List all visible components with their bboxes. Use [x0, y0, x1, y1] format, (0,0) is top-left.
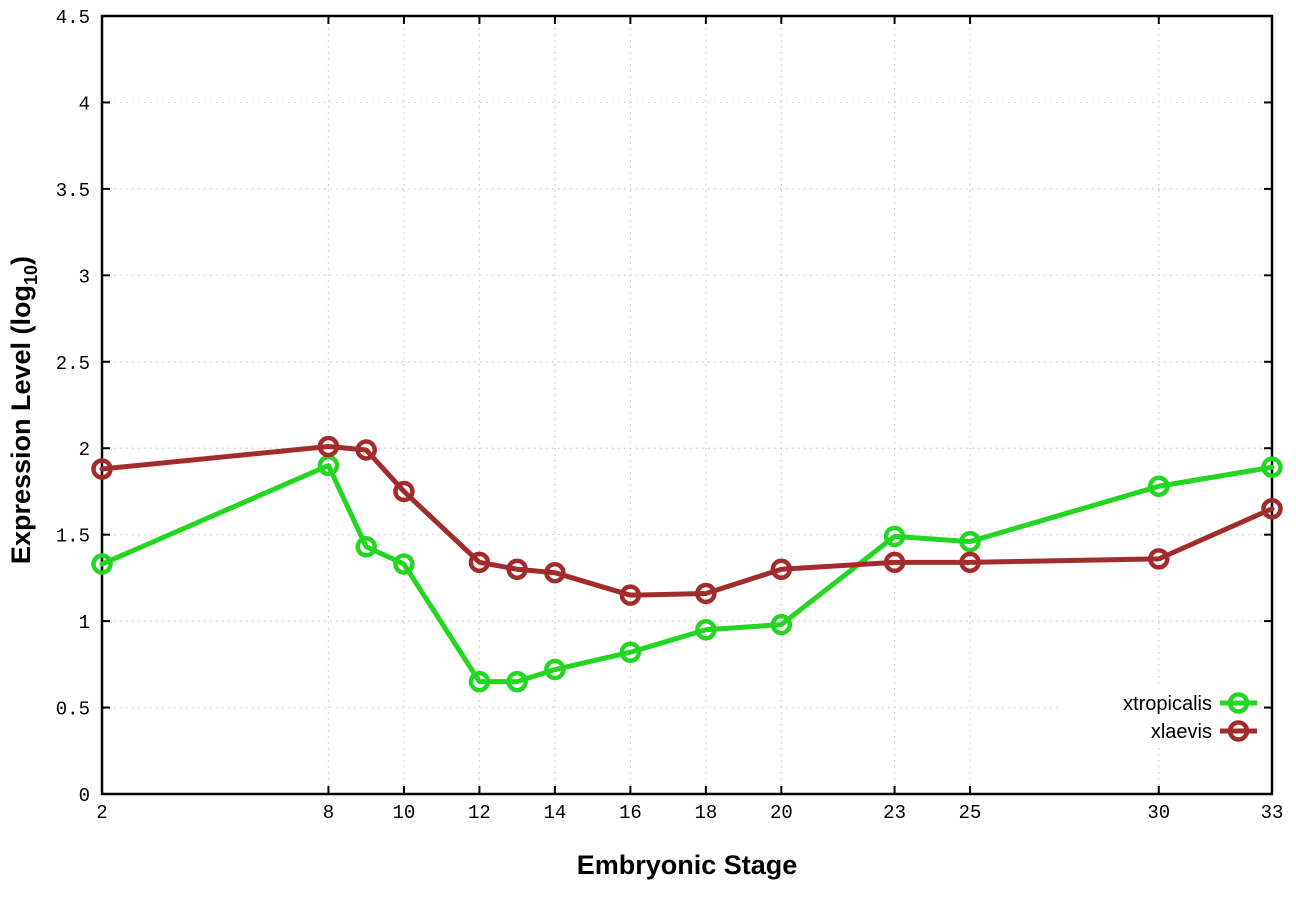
- data-point-xlaevis: [695, 582, 717, 605]
- data-point-xlaevis: [355, 439, 377, 461]
- x-tick-label: 33: [1261, 802, 1284, 824]
- x-tick-label: 8: [323, 802, 334, 824]
- data-point-xlaevis: [883, 551, 906, 574]
- legend-label-xlaevis: xlaevis: [1151, 721, 1212, 743]
- data-point-xtropicalis: [506, 670, 528, 693]
- y-tick-label: 3.5: [56, 180, 90, 202]
- y-tick-label: 4: [79, 93, 90, 115]
- tick-labels: 0 0.5 1 1.5 2 2.5 3 3.5 4 4.5 2 8 10 12 14 16 18 20 23 25 30…: [56, 7, 1284, 824]
- legend-marker-xlaevis: [1227, 720, 1250, 742]
- x-tick-label: 20: [770, 802, 793, 824]
- y-axis-label: Expression Level (log10): [6, 256, 41, 564]
- data-point-xtropicalis: [959, 530, 981, 553]
- data-point-xlaevis: [91, 458, 113, 480]
- x-tick-label: 25: [959, 802, 982, 824]
- data-point-xtropicalis: [883, 525, 906, 548]
- y-tick-label: 1.5: [56, 526, 90, 548]
- data-point-xtropicalis: [770, 613, 793, 636]
- x-tick-label: 12: [468, 802, 491, 824]
- data-point-xtropicalis: [695, 619, 717, 641]
- data-point-xtropicalis: [468, 670, 491, 693]
- data-point-xlaevis: [1261, 497, 1283, 520]
- data-point-xlaevis: [770, 558, 793, 580]
- legend-marker-xtropicalis: [1227, 692, 1250, 714]
- data-point-xlaevis: [393, 480, 415, 503]
- x-tick-label: 14: [543, 802, 566, 824]
- legend-label-xtropicalis: xtropicalis: [1123, 693, 1212, 715]
- y-tick-label: 0.5: [56, 699, 90, 721]
- data-point-xtropicalis: [1148, 475, 1170, 498]
- x-tick-label: 23: [883, 802, 906, 824]
- plot-border: [100, 14, 1274, 796]
- x-tick-label: 18: [694, 802, 717, 824]
- y-tick-label: 2: [79, 439, 90, 461]
- data-point-xtropicalis: [393, 553, 415, 575]
- data-point-xlaevis: [317, 435, 340, 458]
- y-tick-label: 0: [79, 785, 90, 807]
- series-xtropicalis: [91, 454, 1283, 693]
- y-tick-label: 4.5: [56, 7, 90, 29]
- x-tick-label: 10: [393, 802, 416, 824]
- y-tick-label: 3: [79, 266, 90, 288]
- data-point-xtropicalis: [91, 553, 113, 575]
- data-point-xlaevis: [1148, 548, 1170, 570]
- data-point-xtropicalis: [355, 536, 377, 558]
- x-tick-label: 16: [619, 802, 642, 824]
- data-point-xlaevis: [468, 551, 491, 574]
- tick-marks: [101, 15, 1273, 795]
- series-xlaevis: [91, 435, 1283, 606]
- y-tick-label: 2.5: [56, 353, 90, 375]
- data-point-xlaevis: [959, 551, 981, 574]
- x-axis-label: Embryonic Stage: [577, 850, 798, 880]
- data-point-xtropicalis: [544, 658, 566, 681]
- x-tick-label: 30: [1147, 802, 1170, 824]
- y-tick-label: 1: [79, 612, 90, 634]
- data-point-xtropicalis: [1261, 456, 1283, 478]
- gridlines: [102, 16, 1272, 794]
- data-point-xlaevis: [619, 584, 642, 606]
- data-point-xlaevis: [544, 561, 566, 584]
- legend: xtropicalis xlaevis: [1058, 687, 1259, 747]
- legend-background: [1058, 687, 1259, 747]
- data-point-xlaevis: [506, 558, 528, 580]
- data-point-xtropicalis: [619, 641, 642, 663]
- x-tick-label: 2: [96, 802, 107, 824]
